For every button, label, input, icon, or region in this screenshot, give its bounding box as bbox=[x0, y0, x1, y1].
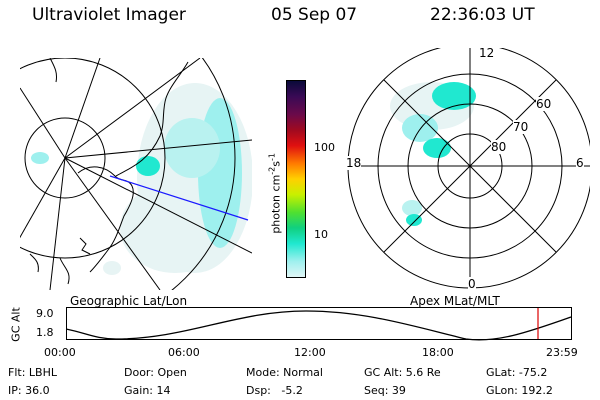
status-mode: Mode: Normal bbox=[246, 366, 323, 379]
orbit-xtick-0600: 06:00 bbox=[168, 346, 200, 359]
colorbar-tick-100: 100 bbox=[314, 141, 335, 154]
colorbar-tick-10: 10 bbox=[314, 228, 328, 241]
mlt-label-18: 18 bbox=[346, 156, 362, 170]
orbit-ylabel: GC Alt bbox=[9, 307, 23, 342]
orbit-xtick-2359: 23:59 bbox=[546, 346, 578, 359]
geographic-map bbox=[20, 58, 252, 290]
geo-panel-label: Geographic Lat/Lon bbox=[70, 294, 188, 308]
status-gain: Gain: 14 bbox=[124, 384, 171, 397]
mlt-label-12: 12 bbox=[479, 46, 495, 60]
polar-panel-label: Apex MLat/MLT bbox=[410, 294, 500, 308]
mlt-label-0: 0 bbox=[468, 277, 476, 291]
date-label: 05 Sep 07 bbox=[271, 5, 358, 25]
orbit-xtick-0000: 00:00 bbox=[44, 346, 76, 359]
coastlines bbox=[29, 58, 189, 285]
orbit-xtick-1200: 12:00 bbox=[294, 346, 326, 359]
orbit-altitude-curve bbox=[66, 310, 572, 341]
aurora-emission-polar bbox=[390, 82, 476, 226]
status-gcalt: GC Alt: 5.6 Re bbox=[364, 366, 441, 379]
orbit-ytick-bottom: 1.8 bbox=[36, 326, 54, 339]
status-glon: GLon: 192.2 bbox=[486, 384, 553, 397]
aurora-emission-geo bbox=[31, 83, 252, 275]
mlat-label-70: 70 bbox=[513, 120, 529, 134]
spacecraft-track bbox=[109, 175, 249, 221]
colorbar-unit-label: photon cm-2s-1 bbox=[267, 153, 283, 234]
time-label: 22:36:03 UT bbox=[430, 5, 535, 25]
colorbar bbox=[286, 80, 306, 278]
orbit-altitude-plot bbox=[66, 307, 572, 341]
status-ip: IP: 36.0 bbox=[8, 384, 50, 397]
orbit-xtick-1800: 18:00 bbox=[422, 346, 454, 359]
mlat-label-80: 80 bbox=[491, 140, 507, 154]
status-seq: Seq: 39 bbox=[364, 384, 406, 397]
orbit-ytick-top: 9.0 bbox=[36, 307, 54, 320]
instrument-title: Ultraviolet Imager bbox=[32, 5, 186, 25]
mlt-label-6: 6 bbox=[576, 156, 584, 170]
status-glat: GLat: -75.2 bbox=[486, 366, 548, 379]
polar-mlat-mlt-plot bbox=[347, 48, 590, 289]
mlat-label-60: 60 bbox=[536, 97, 552, 111]
status-dsp: Dsp: -5.2 bbox=[246, 384, 303, 397]
status-flt: Flt: LBHL bbox=[8, 366, 57, 379]
status-door: Door: Open bbox=[124, 366, 187, 379]
